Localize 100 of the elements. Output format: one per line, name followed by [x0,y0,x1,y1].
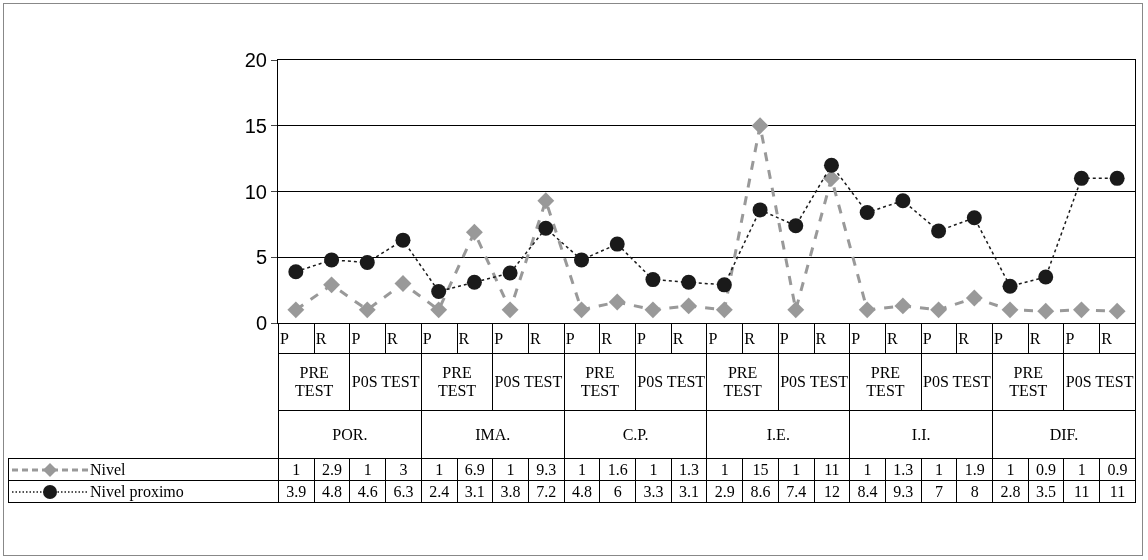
data-label: 6.3 [385,480,422,503]
data-label: 9.3 [528,458,565,481]
x-tick-label: P [849,323,886,354]
text: I.I. [849,410,993,459]
point [858,301,876,319]
data-label: 1.9 [956,458,993,481]
x-tick-label: R [1099,323,1136,354]
text: I.E. [706,410,850,459]
point [574,252,590,268]
data-label: 11 [814,458,850,481]
text: DIF. [992,410,1136,459]
point [966,210,982,226]
data-label: 3.8 [492,480,529,503]
x-tick-label: R [528,323,565,354]
x-tick-label: R [814,323,850,354]
point [894,297,912,315]
data-label: 6 [599,480,636,503]
point [787,301,805,319]
data-label: 11 [1099,480,1136,503]
point [466,274,482,290]
point [538,220,554,236]
data-label: 12 [814,480,850,503]
data-label: 6.9 [457,458,493,481]
data-label: 1 [421,458,458,481]
point [930,301,948,319]
data-label: 1 [992,458,1029,481]
data-label: 3.1 [457,480,493,503]
data-label: 3.1 [671,480,707,503]
point [394,275,412,292]
x-tick-label: R [457,323,493,354]
data-label: 2.9 [706,480,743,503]
point [931,223,947,239]
text: C.P. [564,410,707,459]
text: P0S TEST [349,353,422,411]
x-tick-label: P [278,323,315,354]
point [680,297,698,315]
data-label: 4.8 [314,480,350,503]
point [537,192,555,210]
data-label: 4.6 [349,480,386,503]
data-label: 7.4 [778,480,815,503]
point [644,301,662,319]
point [645,272,661,288]
data-label: 2.4 [421,480,458,503]
y-tick-label: 20 [244,49,267,71]
data-label: 1.3 [671,458,707,481]
point [895,193,911,209]
y-tick-label: 10 [244,180,267,203]
point [323,276,341,294]
x-tick-label: P [992,323,1029,354]
data-label: 1.3 [885,458,922,481]
point [788,218,804,234]
point [1038,269,1054,285]
data-label: 8.4 [849,480,886,503]
text: P0S TEST [778,353,850,411]
point [752,202,768,218]
point [1001,301,1019,319]
point [1108,302,1126,320]
point [751,117,769,135]
data-label: 8.6 [742,480,779,503]
x-tick-label: R [599,323,636,354]
data-label: 0.9 [1099,458,1136,481]
point [573,301,590,319]
point [716,277,732,293]
x-tick-label: R [671,323,707,354]
point [1109,170,1125,186]
text: PRE TEST [564,353,636,411]
data-label: 1 [706,458,743,481]
data-label: 3.5 [1028,480,1064,503]
data-label: 1 [921,458,957,481]
x-tick-label: R [742,323,779,354]
point [287,301,305,319]
x-tick-label: R [314,323,350,354]
data-label: 15 [742,458,779,481]
text: P0S TEST [635,353,707,411]
data-label: 1 [278,458,315,481]
data-label: 3 [385,458,422,481]
point [715,301,733,319]
point [288,264,304,280]
text: IMA. [421,410,565,459]
point [395,232,411,248]
legend-label: Nivel proximo [90,483,184,501]
point [1072,301,1090,319]
x-tick-label: R [385,323,422,354]
x-tick-label: P [421,323,458,354]
x-tick-label: P [706,323,743,354]
point [1073,170,1089,186]
x-tick-label: P [564,323,600,354]
text: PRE TEST [992,353,1064,411]
data-label: 3.3 [635,480,672,503]
x-tick-label: P [1063,323,1100,354]
data-label: 3.9 [278,480,315,503]
text: PRE TEST [849,353,922,411]
data-label: 0.9 [1028,458,1064,481]
point [502,265,518,281]
point [859,205,875,221]
legend-label: Nivel [90,461,126,479]
x-tick-label: P [921,323,957,354]
point [359,255,375,270]
point [823,157,839,173]
y-tick-label: 5 [255,246,267,269]
